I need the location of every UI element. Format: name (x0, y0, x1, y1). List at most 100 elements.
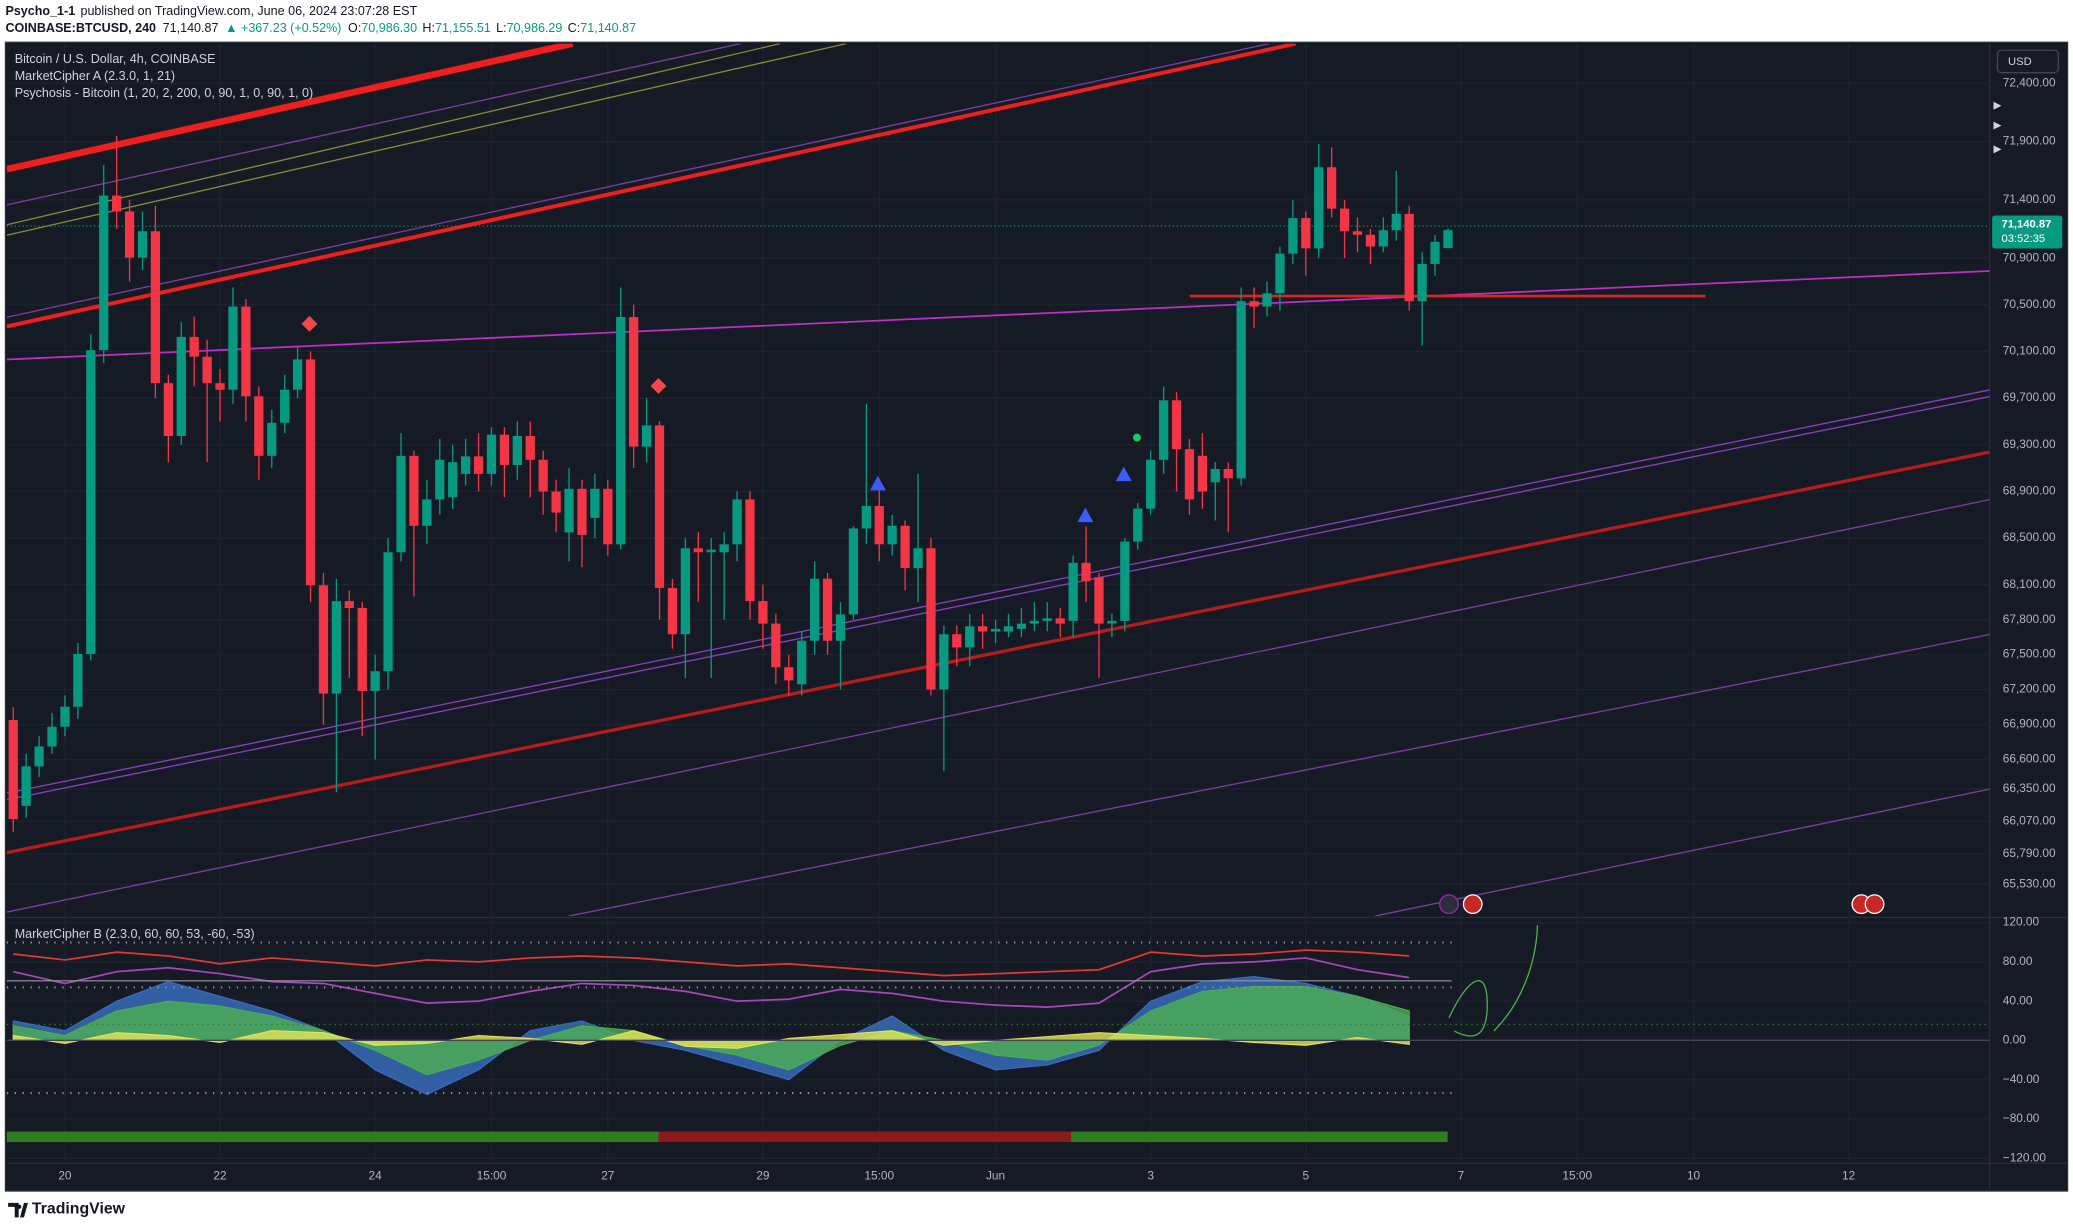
signal-dot (1132, 433, 1141, 442)
drawings (6, 43, 1990, 917)
candle-body (512, 435, 522, 466)
scroll-arrow[interactable] (1993, 101, 2002, 110)
candle-body (758, 601, 768, 624)
trend-segment (658, 1131, 1071, 1143)
candle-body (150, 231, 161, 384)
y-tick-label: 65,790.00 (2003, 846, 2056, 860)
candle-body (396, 455, 406, 553)
buy-triangle (869, 475, 886, 491)
candle-body (732, 499, 742, 545)
candle-body (254, 396, 264, 456)
candle-body (874, 505, 884, 545)
legend-title: Bitcoin / U.S. Dollar, 4h, COINBASE (15, 52, 216, 66)
candle-body (771, 623, 781, 668)
oscillator-area (12, 1030, 1410, 1049)
scroll-arrow[interactable] (1993, 145, 2002, 154)
candle-body (137, 231, 148, 258)
candle-body (1314, 167, 1324, 249)
candle-body (1197, 455, 1208, 492)
projection (1493, 925, 1539, 1032)
price-tag-price: 71,140.87 (2001, 219, 2051, 231)
candle-body (331, 601, 342, 694)
candle-body (680, 548, 690, 635)
candle-body (1042, 618, 1052, 621)
oscillator (12, 949, 1410, 1096)
candle-body (1378, 230, 1388, 247)
y-tick-label: 66,600.00 (2003, 752, 2056, 766)
candle-body (616, 317, 626, 545)
candle-body (1288, 218, 1298, 254)
candle-body (21, 766, 31, 806)
trend-line (6, 43, 1270, 318)
x-tick-label: 24 (369, 1169, 383, 1183)
o-label: O: (348, 21, 361, 35)
candle-body (163, 383, 173, 436)
candle-body (241, 306, 251, 397)
candle-body (1133, 508, 1143, 542)
candle-body (292, 359, 303, 390)
candle-body (1443, 230, 1453, 249)
event-icon[interactable] (1864, 894, 1885, 915)
candle-body (73, 653, 83, 707)
candle-body (280, 389, 290, 423)
candle-body (1301, 218, 1311, 249)
c-value: 71,140.87 (580, 21, 636, 35)
y-tick-label: 68,100.00 (2003, 577, 2056, 591)
candle-body (641, 425, 652, 447)
scroll-arrow[interactable] (1993, 121, 2002, 130)
currency-button[interactable] (1996, 49, 2059, 74)
y-tick-label: 66,900.00 (2003, 717, 2056, 731)
symbol: COINBASE:BTCUSD, 240 (5, 21, 156, 35)
event-icon[interactable] (1462, 894, 1483, 915)
y-tick-label: 68,500.00 (2003, 530, 2056, 544)
candle-body (409, 455, 419, 526)
y-tick-label: 66,070.00 (2003, 814, 2056, 828)
candle-body (99, 195, 109, 351)
y-tick-label: 40.00 (2003, 993, 2033, 1007)
candle-body (667, 587, 678, 635)
candle-body (952, 634, 962, 648)
currency[interactable]: USD (2008, 56, 2032, 68)
trend-segment (6, 1131, 659, 1143)
logo-mark (8, 1202, 28, 1218)
y-tick-label: 67,800.00 (2003, 612, 2056, 626)
x-tick-label: 15:00 (1562, 1169, 1592, 1183)
candle-body (1081, 562, 1091, 582)
candle-body (124, 211, 135, 258)
marks (8, 135, 1453, 1096)
quote-line: COINBASE:BTCUSD, 240 71,140.87 ▲ +367.23 (… (5, 21, 636, 35)
candle-body (784, 667, 794, 681)
candle-body (305, 359, 316, 586)
footer (5, 1193, 2068, 1226)
candle-body (189, 336, 199, 357)
axis-labels: 72,400.00 71,900.00 71,400.00 70,900.00 70,5… (58, 75, 2056, 1182)
candle-body (835, 614, 846, 641)
candle-body (719, 544, 729, 553)
oscillator-area (12, 985, 1410, 1076)
candle-body (112, 195, 122, 212)
h-label: H: (422, 21, 435, 35)
o-value: 70,986.30 (361, 21, 417, 35)
candle-body (60, 706, 70, 727)
candle-body (34, 746, 44, 767)
candle-body (745, 499, 755, 602)
y-tick-label: 120.00 (2003, 915, 2040, 929)
legend-oscillator: MarketCipher B (2.3.0, 60, 60, 53, -60, … (15, 927, 255, 941)
y-tick-label: −40.00 (2003, 1072, 2040, 1086)
publish-line: Psycho_1-1 published on TradingView.com, … (5, 4, 417, 18)
candle-body (706, 549, 716, 553)
candle-body (202, 356, 212, 384)
candle-body (887, 525, 897, 545)
trend-line (6, 389, 1990, 794)
author: Psycho_1-1 (5, 4, 75, 18)
candle-body (1262, 293, 1272, 307)
l-value: 70,986.29 (507, 21, 563, 35)
candle-body (1249, 301, 1259, 307)
candle-body (654, 425, 665, 588)
candle-body (86, 350, 96, 654)
projection (1448, 980, 1488, 1037)
event-icon[interactable] (1439, 894, 1459, 915)
sell-diamond (650, 378, 667, 394)
y-tick-label: −120.00 (2003, 1150, 2047, 1164)
